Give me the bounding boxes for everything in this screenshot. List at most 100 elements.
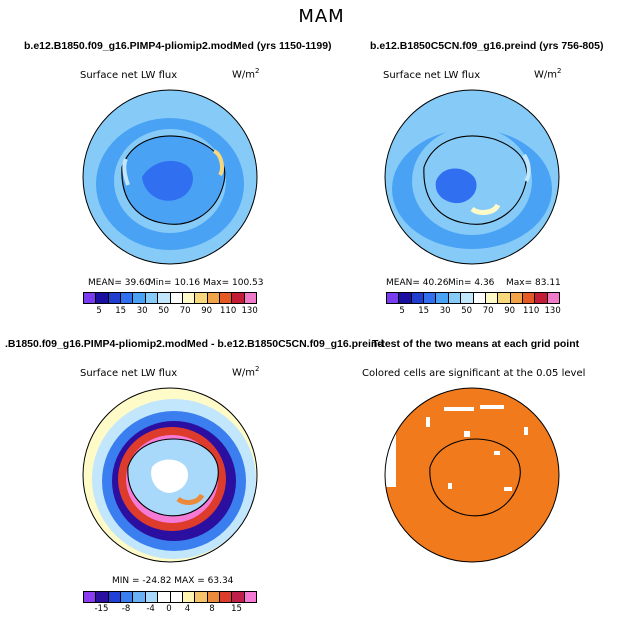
panel-2-colorbar-swatch xyxy=(461,293,474,303)
panel-3-colorbar-tick-label: -15 xyxy=(94,604,109,614)
panel-1-variable: Surface net LW flux xyxy=(80,70,178,81)
panel-3-colorbar-swatch xyxy=(121,592,134,602)
panel-3-colorbar-swatch xyxy=(170,592,183,602)
panel-2-colorbar-tick-label: 5 xyxy=(399,306,405,316)
main-title: MAM xyxy=(298,6,345,27)
panel-2-colorbar-tick-label: 15 xyxy=(418,306,430,316)
panel-1-max: Max= 100.53 xyxy=(203,278,264,288)
panel-3-colorbar-tick-label: 15 xyxy=(231,604,242,614)
panel-3-colorbar-swatch xyxy=(219,592,233,602)
panel-2-warm-edge xyxy=(470,203,501,215)
panel-1-interior xyxy=(142,161,193,201)
panel-1-units: W/m2 xyxy=(232,67,260,81)
panel-2-min: Min= 4.36 xyxy=(448,278,495,288)
panel-3-colorbar-swatch xyxy=(158,592,171,602)
panel-1-min: Min= 10.16 xyxy=(148,278,201,288)
panel-3-colorbar-tick-label: 8 xyxy=(209,604,215,614)
panel-3-colorbar-swatch xyxy=(182,592,196,602)
panel-1-shelf xyxy=(122,158,130,186)
panel-1-map xyxy=(82,89,258,265)
panel-2-colorbar-swatch xyxy=(473,293,486,303)
panel-1-colorbar-swatch xyxy=(170,293,183,303)
panel-2-units: W/m2 xyxy=(534,67,562,81)
panel-2-colorbar-swatch xyxy=(510,293,523,303)
panel-4-continent xyxy=(429,438,521,517)
panel-3-colorbar-tick-label: 0 xyxy=(166,604,172,614)
panel-3-colorbar-swatch xyxy=(195,592,208,602)
panel-2-colorbar-swatch xyxy=(485,293,499,303)
panel-1-colorbar-swatch xyxy=(182,293,196,303)
panel-1-colorbar-swatch xyxy=(244,293,257,303)
panel-3-colorbar-swatch xyxy=(96,592,109,602)
panel-2-colorbar-swatch xyxy=(387,293,400,303)
panel-2-colorbar-ticks: 5 15 30 50 70 90 110 130 xyxy=(386,306,560,318)
panel-1-colorbar-tick-label: 110 xyxy=(220,306,237,316)
panel-2-title: b.e12.B1850C5CN.f09_g16.preind (yrs 756-… xyxy=(370,40,604,52)
panel-2-colorbar-swatch xyxy=(411,293,425,303)
panel-2-map xyxy=(384,89,560,265)
panel-3-interior xyxy=(151,459,189,493)
panel-2-colorbar-swatch xyxy=(448,293,462,303)
panel-1-colorbar-swatch xyxy=(145,293,159,303)
panel-2-map-border xyxy=(384,89,560,265)
panel-4-title: T-test of the two means at each grid poi… xyxy=(372,338,580,350)
panel-1-colorbar-tick-label: 30 xyxy=(136,306,148,316)
panel-3-colorbar-swatch xyxy=(145,592,159,602)
panel-1-colorbar-swatch xyxy=(232,293,245,303)
panel-2-mean: MEAN= 40.26 xyxy=(386,278,449,288)
panel-1-map-border xyxy=(82,89,258,265)
panel-3-colorbar-ticks: -15 -8 -4 0 4 8 15 xyxy=(83,604,255,616)
panel-4-insignificant-cells xyxy=(426,405,528,491)
panel-1-colorbar xyxy=(83,292,257,304)
panel-2-shelf xyxy=(522,153,531,183)
panel-3-colorbar-swatch xyxy=(207,592,220,602)
panel-1-warm-edge xyxy=(212,149,224,177)
panel-1-colorbar-swatch xyxy=(207,293,220,303)
panel-2-colorbar-tick-label: 130 xyxy=(544,306,561,316)
panel-3-colorbar-swatch xyxy=(244,592,257,602)
panel-1-mean: MEAN= 39.60 xyxy=(88,278,151,288)
panel-3-colorbar-swatch xyxy=(84,592,97,602)
panel-2-colorbar-swatch xyxy=(522,293,536,303)
panel-1-colorbar-tick-label: 50 xyxy=(158,306,170,316)
panel-4-subtitle: Colored cells are significant at the 0.0… xyxy=(362,368,586,379)
panel-2-colorbar-swatch xyxy=(547,293,560,303)
panel-1-colorbar-swatch xyxy=(84,293,97,303)
panel-2-colorbar-swatch xyxy=(424,293,437,303)
panel-2-colorbar-swatch xyxy=(535,293,548,303)
panel-3-colorbar-tick-label: -8 xyxy=(121,604,131,614)
panel-3-colorbar xyxy=(83,591,257,603)
panel-3-units: W/m2 xyxy=(232,365,260,379)
panel-2-colorbar-swatch xyxy=(399,293,412,303)
panel-4-significance-field xyxy=(385,388,559,562)
panel-2-colorbar-tick-label: 30 xyxy=(439,306,451,316)
panel-1-colorbar-swatch xyxy=(96,293,109,303)
panel-2-colorbar-swatch xyxy=(498,293,511,303)
panel-3-colorbar-tick-label: -4 xyxy=(146,604,155,614)
panel-1-colorbar-swatch xyxy=(121,293,134,303)
panel-1-colorbar-ticks: 5 15 30 50 70 90 110 130 xyxy=(83,306,257,318)
panel-2-colorbar-swatch xyxy=(436,293,449,303)
panel-2-interior xyxy=(435,168,477,204)
panel-3-minmax: MIN = -24.82 MAX = 63.34 xyxy=(112,576,234,586)
panel-1-colorbar-tick-label: 15 xyxy=(115,306,127,316)
panel-2-colorbar xyxy=(386,292,560,304)
panel-1-colorbar-tick-label: 5 xyxy=(96,306,102,316)
panel-3-map-border xyxy=(82,387,258,563)
panel-2-variable: Surface net LW flux xyxy=(383,70,481,81)
panel-4-map xyxy=(384,387,560,563)
panel-3-colorbar-tick-label: 4 xyxy=(184,604,191,614)
panel-2-colorbar-tick-label: 50 xyxy=(461,306,473,316)
panel-1-colorbar-tick-label: 90 xyxy=(201,306,213,316)
panel-2-colorbar-tick-label: 110 xyxy=(523,306,540,316)
panel-3-warm-edge xyxy=(176,493,205,505)
panel-1-title: b.e12.B1850.f09_g16.PIMP4-pliomip2.modMe… xyxy=(24,40,332,52)
panel-2-colorbar-tick-label: 70 xyxy=(482,306,494,316)
panel-2-max: Max= 83.11 xyxy=(506,278,561,288)
panel-3-variable: Surface net LW flux xyxy=(80,368,178,379)
panel-3-title: .B1850.f09_g16.PIMP4-pliomip2.modMed - b… xyxy=(5,338,384,350)
panel-1-colorbar-swatch xyxy=(158,293,171,303)
panel-3-colorbar-swatch xyxy=(133,592,146,602)
panel-3-colorbar-swatch xyxy=(108,592,122,602)
panel-1-colorbar-swatch xyxy=(133,293,146,303)
